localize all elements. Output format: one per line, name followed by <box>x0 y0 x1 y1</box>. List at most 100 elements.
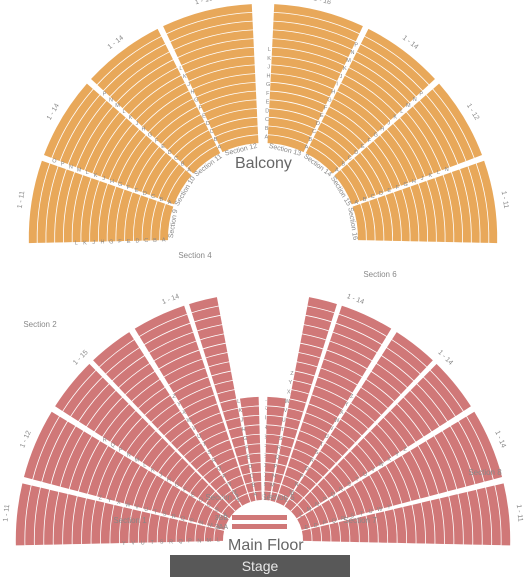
svg-text:D: D <box>143 191 147 197</box>
svg-text:Q: Q <box>217 466 222 472</box>
svg-text:K: K <box>239 408 243 414</box>
svg-text:Z: Z <box>290 371 294 377</box>
svg-text:V: V <box>131 541 135 547</box>
svg-text:S: S <box>163 512 167 518</box>
svg-text:E: E <box>127 239 131 245</box>
front-row-3BB[interactable] <box>232 515 287 520</box>
svg-text:S: S <box>207 450 211 456</box>
svg-text:Section 2: Section 2 <box>23 320 57 329</box>
svg-text:B: B <box>214 137 218 143</box>
svg-text:J: J <box>340 74 343 80</box>
svg-text:E: E <box>387 188 391 194</box>
svg-text:E: E <box>135 188 139 194</box>
svg-text:Q: Q <box>178 539 183 545</box>
svg-text:S: S <box>347 482 351 488</box>
svg-text:V: V <box>192 426 196 432</box>
svg-text:P: P <box>222 474 226 480</box>
svg-text:H: H <box>266 73 270 79</box>
svg-text:N: N <box>295 482 299 488</box>
svg-text:A: A <box>253 492 257 498</box>
svg-text:H: H <box>142 127 146 133</box>
svg-text:Y: Y <box>288 380 292 386</box>
svg-text:Y: Y <box>395 452 399 458</box>
svg-text:H: H <box>190 90 194 96</box>
svg-text:D: D <box>248 464 252 470</box>
svg-text:N: N <box>227 482 231 488</box>
svg-text:W: W <box>378 462 384 468</box>
svg-text:M: M <box>346 58 351 64</box>
svg-text:B: B <box>308 137 312 143</box>
svg-text:E: E <box>161 144 165 150</box>
svg-text:V: V <box>135 505 139 511</box>
svg-text:D: D <box>379 191 383 197</box>
svg-text:D: D <box>314 523 318 529</box>
svg-text:E: E <box>191 492 195 498</box>
svg-text:R: R <box>172 514 176 520</box>
svg-text:B: B <box>265 126 269 132</box>
svg-text:1 - 14: 1 - 14 <box>346 293 365 306</box>
svg-text:P: P <box>419 91 423 97</box>
svg-text:Y: Y <box>177 402 181 408</box>
svg-text:A: A <box>162 238 166 244</box>
front-row-3AA[interactable] <box>232 524 287 529</box>
svg-text:K: K <box>428 173 432 179</box>
svg-text:D: D <box>199 497 203 503</box>
svg-text:M: M <box>207 538 212 544</box>
svg-text:P: P <box>323 497 327 503</box>
svg-text:M: M <box>406 103 411 109</box>
svg-text:N: N <box>272 473 276 479</box>
svg-text:B: B <box>215 507 219 513</box>
svg-text:A: A <box>187 168 191 174</box>
svg-text:R: R <box>310 458 314 464</box>
svg-text:C: C <box>348 156 352 162</box>
svg-text:H: H <box>242 427 246 433</box>
svg-text:D: D <box>265 108 269 114</box>
svg-text:L: L <box>437 170 440 176</box>
svg-text:H: H <box>331 90 335 96</box>
svg-text:F: F <box>368 138 372 144</box>
svg-text:G: G <box>404 182 408 188</box>
svg-text:U: U <box>282 417 286 423</box>
svg-text:D: D <box>316 121 320 127</box>
svg-text:Y: Y <box>108 498 112 504</box>
svg-text:E: E <box>305 525 309 531</box>
svg-text:U: U <box>141 540 145 546</box>
svg-text:C: C <box>207 502 211 508</box>
svg-text:M: M <box>135 457 140 463</box>
svg-text:J: J <box>421 176 424 182</box>
svg-text:K: K <box>83 240 87 246</box>
svg-text:P: P <box>354 42 358 48</box>
balcony-level: Section 91 - 11ABCDEFGHJKLSection 101 - … <box>17 0 510 247</box>
svg-text:Y: Y <box>122 541 126 547</box>
svg-text:1 - 11: 1 - 11 <box>17 191 27 209</box>
svg-text:G: G <box>266 82 270 88</box>
svg-text:V: V <box>330 426 334 432</box>
svg-text:R: R <box>212 458 216 464</box>
svg-text:C: C <box>144 238 148 244</box>
svg-text:Q: Q <box>305 466 310 472</box>
svg-text:N: N <box>109 97 113 103</box>
svg-text:C: C <box>265 117 269 123</box>
svg-text:X: X <box>287 390 291 396</box>
svg-text:B: B <box>363 197 367 203</box>
svg-text:Y: Y <box>387 504 391 510</box>
svg-text:R: R <box>277 445 281 451</box>
svg-text:K: K <box>343 66 347 72</box>
svg-text:K: K <box>393 115 397 121</box>
svg-text:Section 8: Section 8 <box>468 468 502 477</box>
svg-text:A: A <box>305 145 309 151</box>
svg-text:J: J <box>102 176 105 182</box>
main-floor-label: Main Floor <box>228 537 304 555</box>
svg-text:U: U <box>197 434 201 440</box>
svg-text:N: N <box>127 452 131 458</box>
svg-text:B: B <box>160 197 164 203</box>
svg-text:J: J <box>187 82 190 88</box>
svg-text:S: S <box>160 540 164 546</box>
svg-text:P: P <box>274 464 278 470</box>
svg-text:M: M <box>270 483 275 489</box>
svg-text:D: D <box>206 121 210 127</box>
svg-text:E: E <box>202 113 206 119</box>
svg-text:C: C <box>371 194 375 200</box>
svg-text:1 - 14: 1 - 14 <box>46 103 61 122</box>
svg-text:G: G <box>243 436 247 442</box>
